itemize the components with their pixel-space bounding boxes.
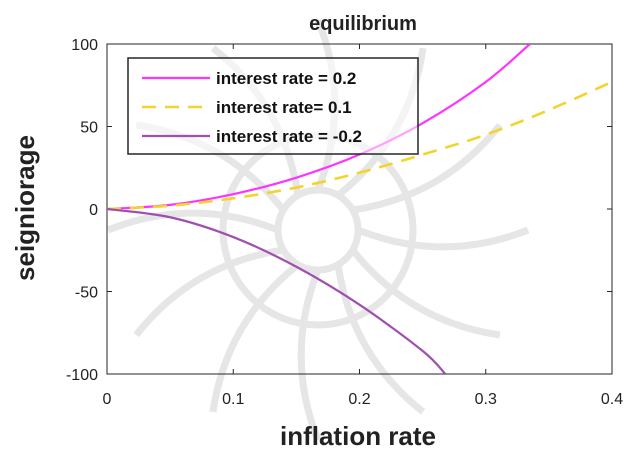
x-tick-label: 0 — [103, 391, 112, 408]
legend: interest rate = 0.2 interest rate= 0.1 int… — [127, 57, 419, 155]
legend-label-2: interest rate= 0.1 — [216, 98, 352, 117]
watermark-petal — [349, 247, 501, 339]
plot-area: 0 0.1 0.2 0.3 0.4 -100 -50 0 50 100 — [66, 37, 623, 408]
x-tick-label: 0.1 — [222, 391, 244, 408]
watermark-petal — [209, 261, 301, 413]
series-line-3 — [107, 207, 447, 374]
y-tick-label: 100 — [71, 37, 98, 54]
y-tick-label: 0 — [89, 202, 98, 219]
watermark-petal — [334, 264, 426, 415]
watermark-petal — [133, 246, 284, 338]
watermark-petal — [352, 122, 503, 214]
x-axis-label: inflation rate — [280, 421, 436, 450]
x-tick-label: 0.2 — [348, 391, 370, 408]
y-tick-label: -100 — [66, 367, 98, 384]
legend-label-1: interest rate = 0.2 — [216, 69, 356, 88]
watermark-ring — [274, 186, 362, 274]
series-line-2 — [107, 80, 612, 211]
y-tick-label: -50 — [75, 285, 98, 302]
x-tick-label: 0.3 — [475, 391, 497, 408]
x-tick-label: 0.4 — [601, 391, 623, 408]
y-axis-label: seigniorage — [10, 135, 40, 281]
watermark-petal — [297, 268, 322, 442]
watermark-petal — [106, 209, 280, 234]
watermark-ring — [219, 131, 417, 329]
chart-title: equilibrium — [309, 13, 417, 35]
watermark-petal — [356, 226, 530, 251]
y-tick-label: 50 — [80, 120, 98, 137]
legend-label-3: interest rate = -0.2 — [216, 127, 362, 146]
